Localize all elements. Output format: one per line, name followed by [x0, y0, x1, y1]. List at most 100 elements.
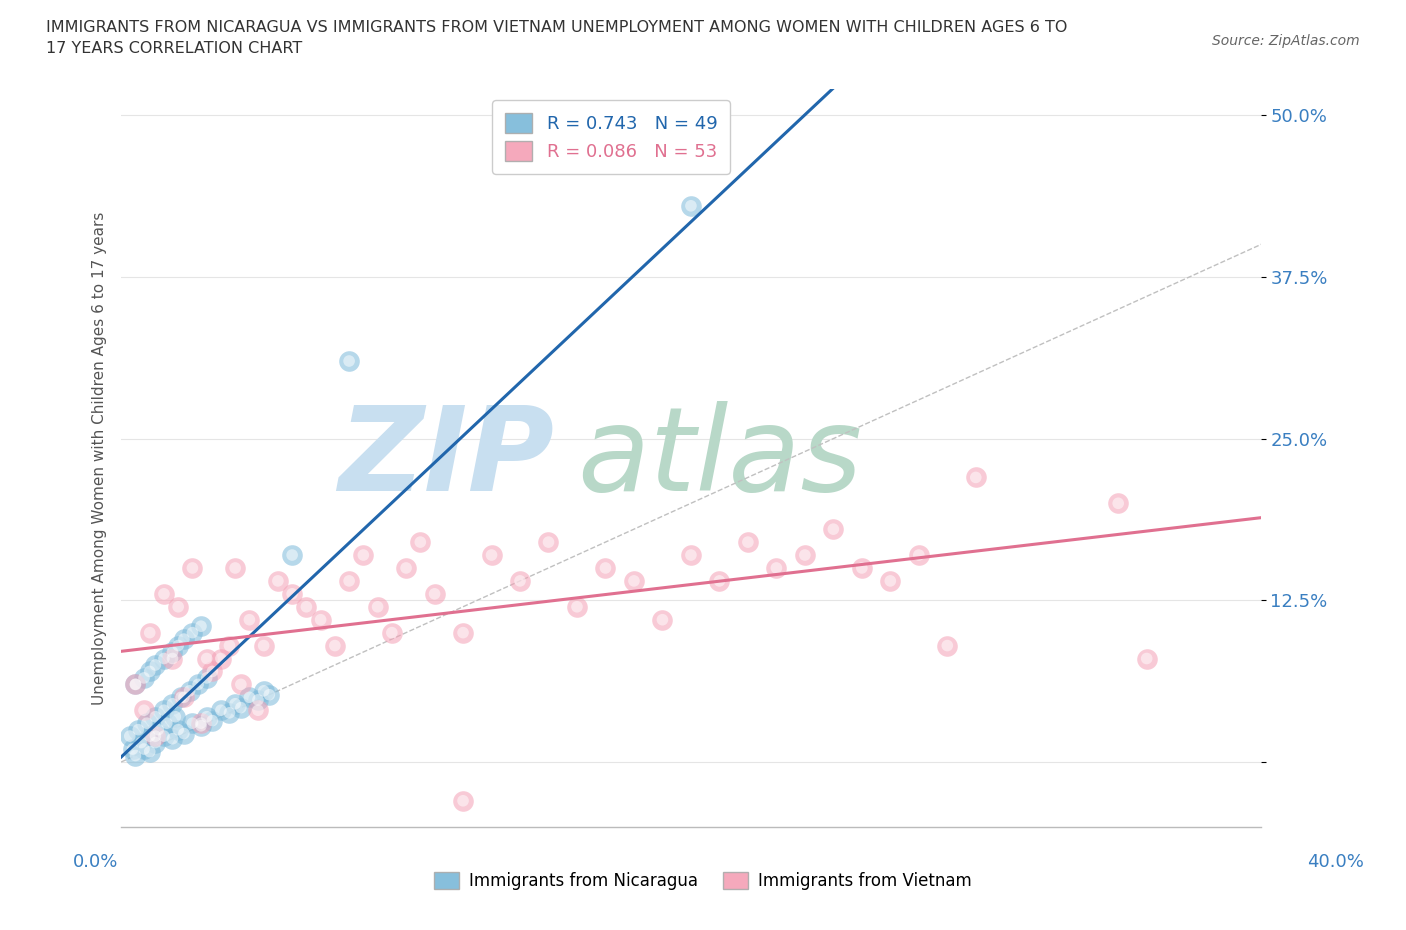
Point — [138, 744, 160, 759]
Point — [124, 748, 146, 763]
Point — [129, 735, 152, 750]
Point — [167, 599, 190, 614]
Point — [209, 703, 232, 718]
Point — [138, 664, 160, 679]
Point — [409, 535, 432, 550]
Point — [201, 713, 224, 728]
Point — [132, 703, 155, 718]
Point — [253, 638, 276, 653]
Point — [195, 710, 218, 724]
Point — [162, 697, 184, 711]
Point — [907, 548, 929, 563]
Point — [167, 638, 190, 653]
Point — [224, 561, 246, 576]
Point — [246, 703, 269, 718]
Point — [167, 599, 190, 614]
Point — [124, 677, 146, 692]
Point — [190, 718, 212, 733]
Point — [238, 690, 260, 705]
Legend: R = 0.743   N = 49, R = 0.086   N = 53: R = 0.743 N = 49, R = 0.086 N = 53 — [492, 100, 730, 174]
Point — [162, 651, 184, 666]
Point — [595, 561, 617, 576]
Point — [165, 710, 187, 724]
Point — [395, 561, 418, 576]
Point — [238, 612, 260, 627]
Point — [409, 535, 432, 550]
Point — [165, 710, 187, 724]
Point — [145, 735, 167, 750]
Point — [737, 535, 759, 550]
Point — [337, 353, 360, 368]
Point — [138, 729, 160, 744]
Point — [323, 638, 346, 653]
Point — [138, 625, 160, 640]
Point — [238, 612, 260, 627]
Point — [879, 574, 901, 589]
Point — [195, 671, 218, 685]
Point — [565, 599, 588, 614]
Point — [195, 651, 218, 666]
Point — [190, 618, 212, 633]
Point — [509, 574, 531, 589]
Point — [167, 638, 190, 653]
Point — [138, 744, 160, 759]
Point — [423, 587, 446, 602]
Point — [148, 723, 170, 737]
Point — [179, 684, 201, 698]
Point — [537, 535, 560, 550]
Point — [709, 574, 731, 589]
Point — [173, 690, 195, 705]
Point — [162, 731, 184, 746]
Point — [224, 697, 246, 711]
Point — [679, 548, 702, 563]
Point — [337, 353, 360, 368]
Point — [124, 677, 146, 692]
Point — [218, 638, 240, 653]
Point — [879, 574, 901, 589]
Point — [309, 612, 332, 627]
Point — [451, 625, 474, 640]
Point — [181, 716, 204, 731]
Point — [135, 716, 157, 731]
Point — [153, 587, 176, 602]
Point — [153, 703, 176, 718]
Point — [201, 664, 224, 679]
Point — [132, 671, 155, 685]
Point — [153, 729, 176, 744]
Point — [138, 664, 160, 679]
Point — [124, 748, 146, 763]
Point — [132, 741, 155, 756]
Point — [132, 703, 155, 718]
Point — [765, 561, 787, 576]
Point — [295, 599, 318, 614]
Point — [451, 625, 474, 640]
Point — [651, 612, 673, 627]
Point — [195, 651, 218, 666]
Point — [181, 716, 204, 731]
Point — [190, 718, 212, 733]
Point — [851, 561, 873, 576]
Point — [451, 793, 474, 808]
Point — [381, 625, 404, 640]
Point — [153, 651, 176, 666]
Point — [179, 684, 201, 698]
Point — [259, 687, 281, 702]
Point — [936, 638, 959, 653]
Point — [965, 470, 987, 485]
Point — [145, 710, 167, 724]
Point — [167, 723, 190, 737]
Point — [148, 723, 170, 737]
Point — [145, 735, 167, 750]
Point — [153, 703, 176, 718]
Point — [145, 658, 167, 672]
Point — [209, 703, 232, 718]
Point — [229, 700, 252, 715]
Point — [481, 548, 503, 563]
Point — [246, 693, 269, 708]
Point — [162, 651, 184, 666]
Point — [395, 561, 418, 576]
Y-axis label: Unemployment Among Women with Children Ages 6 to 17 years: Unemployment Among Women with Children A… — [93, 211, 107, 705]
Point — [537, 535, 560, 550]
Point — [156, 716, 179, 731]
Point — [352, 548, 374, 563]
